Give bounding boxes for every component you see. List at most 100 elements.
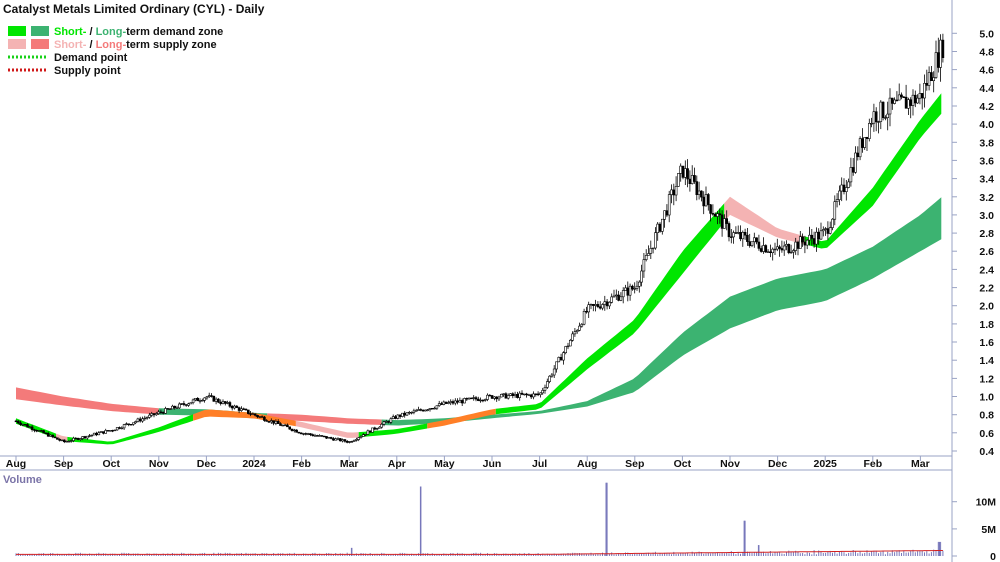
candle-body (207, 395, 211, 398)
candle-body (111, 430, 114, 432)
candle-body (481, 399, 485, 402)
candle-body (37, 430, 41, 432)
candle-body (274, 420, 278, 424)
candle-body (686, 168, 689, 180)
time-tick-label: 2025 (814, 458, 838, 470)
candle-body (407, 411, 411, 414)
candle-body (164, 408, 167, 414)
candle-body (732, 232, 735, 238)
candle-body (916, 97, 919, 104)
candle-body (458, 400, 462, 403)
candle-body (545, 381, 549, 388)
candle-body (725, 218, 729, 224)
candle-body (182, 403, 186, 405)
candle-body (785, 244, 788, 247)
candle-body (343, 439, 347, 442)
candle-body (888, 97, 892, 115)
candle-body (930, 72, 933, 81)
candle-body (580, 323, 584, 327)
candle-body (713, 213, 717, 217)
candle-body (474, 397, 478, 400)
candle-body (272, 420, 275, 424)
candle-body (854, 152, 857, 173)
candle-body (614, 294, 618, 297)
candle-body (366, 430, 370, 435)
candle-body (341, 439, 344, 442)
candle-body (391, 416, 395, 420)
candle-body (145, 417, 149, 419)
candle-body (603, 301, 607, 305)
candle-body (702, 196, 706, 207)
candle-body (660, 218, 664, 232)
candle-body (161, 412, 165, 414)
candle-body (329, 437, 333, 439)
candle-body (716, 213, 719, 217)
candle-body (504, 393, 508, 399)
candle-body (295, 429, 298, 433)
price-tick-label: 5.0 (979, 28, 994, 40)
candle-body (302, 433, 305, 435)
candle-body (566, 345, 570, 348)
candle-body (141, 418, 144, 422)
candle-body (217, 398, 220, 403)
candle-body (573, 331, 577, 335)
candle-body (56, 437, 59, 440)
candle-body (608, 301, 611, 307)
candle-body (198, 400, 202, 402)
candle-body (647, 253, 650, 256)
candle-body (424, 409, 427, 412)
candle-body (858, 138, 862, 158)
candle-body (371, 427, 374, 433)
candle-body (74, 437, 78, 440)
candle-body (907, 99, 910, 109)
candle-body (472, 397, 476, 399)
candle-body (251, 413, 255, 415)
candle-body (700, 190, 703, 198)
candle-body (267, 421, 271, 423)
candle-body (720, 214, 724, 229)
candle-body (214, 398, 218, 402)
supply-zone-legend-label: Short- / Long-term supply zone (54, 39, 217, 51)
candle-body (336, 438, 340, 440)
candle-body (382, 421, 386, 425)
candle-body (247, 409, 250, 414)
candle-body (743, 232, 747, 236)
price-tick-label: 1.0 (979, 392, 994, 404)
time-axis: Aug Sep Oct Nov Dec 2024 Feb Mar Apr May Jun Jul Aug… (6, 456, 930, 470)
candle-body (332, 438, 335, 441)
candle-body (844, 187, 848, 192)
candle-body (794, 241, 798, 251)
candle-body (230, 405, 234, 409)
candle-body (550, 374, 554, 377)
candle-body (125, 423, 128, 425)
candle-body (578, 325, 581, 331)
time-tick-label: Aug (6, 458, 26, 470)
candle-body (237, 407, 241, 411)
candle-body (819, 230, 823, 240)
candle-body (874, 111, 878, 123)
candle-body (26, 424, 29, 428)
candle-body (62, 439, 66, 443)
price-tick-label: 0.8 (979, 410, 994, 422)
candle-body (375, 427, 379, 430)
candle-body (502, 393, 505, 395)
candle-body (497, 396, 501, 400)
candle-body (771, 248, 775, 253)
candle-body (51, 434, 55, 438)
candle-body (821, 229, 825, 232)
candle-body (847, 181, 850, 188)
candle-body (612, 295, 616, 298)
candle-body (640, 270, 643, 283)
candle-body (543, 387, 547, 391)
candle-body (467, 397, 471, 400)
candle-body (196, 397, 199, 402)
candle-body (534, 393, 538, 395)
candle-body (414, 410, 418, 412)
candle-body (718, 213, 722, 216)
candle-body (79, 438, 82, 440)
candle-body (911, 94, 915, 106)
candle-body (766, 251, 770, 253)
price-tick-label: 3.2 (979, 192, 994, 204)
candle-body (782, 245, 786, 251)
candle-body (865, 137, 869, 140)
